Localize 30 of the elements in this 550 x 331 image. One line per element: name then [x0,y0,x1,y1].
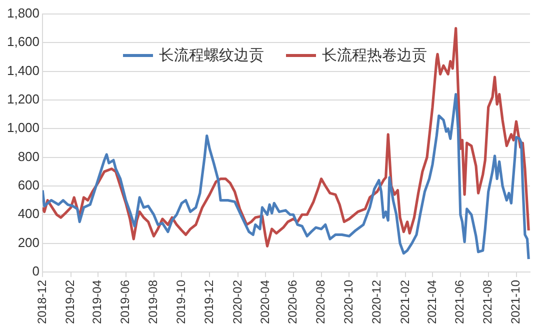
x-tick-label: 2019-02 [63,280,78,324]
y-tick-label: 1,400 [6,62,40,78]
x-tick-label: 2021-06 [452,280,467,324]
y-tick-label: 800 [18,148,40,164]
x-tick-label: 2020-06 [286,280,300,324]
x-tick-label: 2019-08 [146,280,160,324]
x-tick-label: 2021-02 [398,280,412,324]
x-tick-label: 2021-10 [508,280,523,324]
legend-label: 长流程热卷边贡 [322,46,427,65]
x-tick-label: 2020-12 [369,280,384,324]
y-tick-label: 600 [18,178,40,193]
y-tick-label: 1,600 [6,34,40,50]
y-tick-label: 200 [18,234,40,250]
x-tick-label: 2020-10 [342,280,356,324]
y-tick-label: 400 [18,206,40,222]
y-tick-label: 0 [32,264,40,279]
x-tick-label: 2020-08 [314,280,328,324]
x-tick-label: 2019-12 [202,280,216,324]
y-tick-label: 1,800 [6,6,40,21]
x-tick-label: 2018-12 [34,280,49,324]
x-tick-label: 2021-04 [424,280,439,324]
legend-label: 长流程螺纹边贡 [159,46,264,65]
y-tick-label: 1,200 [6,92,40,107]
x-tick-label: 2019-10 [174,280,188,324]
y-tick-label: 1,000 [6,120,40,136]
x-tick-label: 2021-08 [480,280,495,324]
x-tick-label: 2020-04 [258,280,272,324]
x-tick-label: 2020-02 [230,280,244,324]
x-tick-label: 2019-04 [90,280,104,324]
x-tick-label: 2019-06 [118,280,132,324]
